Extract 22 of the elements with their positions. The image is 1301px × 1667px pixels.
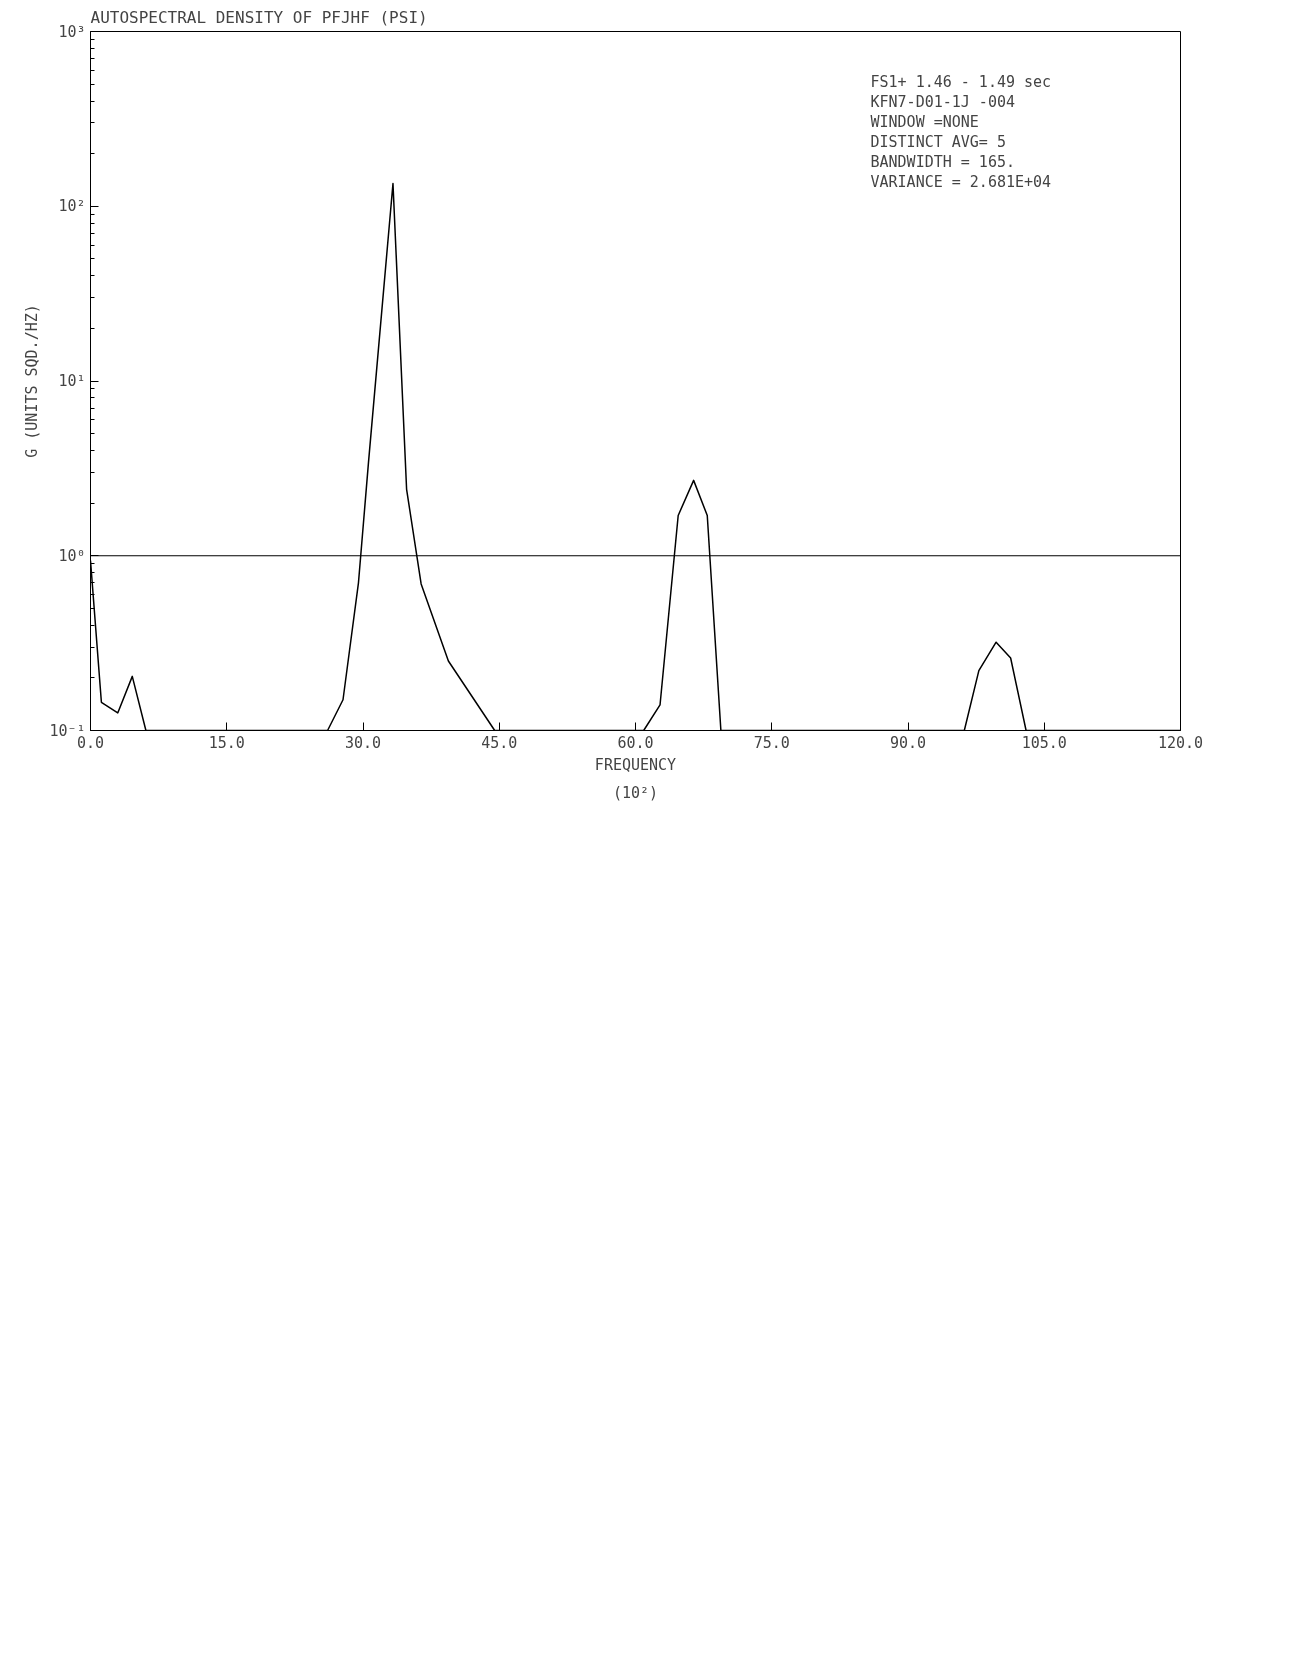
text: (10²) bbox=[612, 783, 659, 802]
annotation: WINDOW =NONE bbox=[870, 112, 979, 131]
annotation: BANDWIDTH = 165. bbox=[870, 152, 1015, 171]
annotation: KFN7-D01-1J -004 bbox=[870, 92, 1015, 111]
annotation: DISTINCT AVG= 5 bbox=[870, 132, 1006, 151]
x-tick-label: 60.0 bbox=[617, 733, 654, 752]
chart-title: AUTOSPECTRAL DENSITY OF PFJHF (PSI) bbox=[90, 7, 428, 27]
x-tick-label: 105.0 bbox=[1021, 733, 1067, 752]
y-axis-title: G (UNITS SQD./HZ) bbox=[23, 304, 42, 458]
y-tick-label: 10² bbox=[58, 197, 86, 216]
annotation: VARIANCE = 2.681E+04 bbox=[870, 172, 1052, 191]
x-tick-label: 45.0 bbox=[481, 733, 518, 752]
y-tick-label: 10³ bbox=[58, 22, 86, 41]
x-axis-title: FREQUENCY bbox=[594, 755, 677, 774]
annotation: FS1+ 1.46 - 1.49 sec bbox=[870, 72, 1052, 91]
x-tick-label: 15.0 bbox=[208, 733, 245, 752]
x-tick-label: 75.0 bbox=[753, 733, 790, 752]
y-tick-label: 10⁰ bbox=[58, 546, 86, 565]
x-tick-label: 120.0 bbox=[1157, 733, 1204, 752]
y-tick-label: 10¹ bbox=[58, 372, 86, 390]
x-tick-label: 90.0 bbox=[889, 733, 927, 752]
x-tick-label: 30.0 bbox=[344, 733, 382, 752]
